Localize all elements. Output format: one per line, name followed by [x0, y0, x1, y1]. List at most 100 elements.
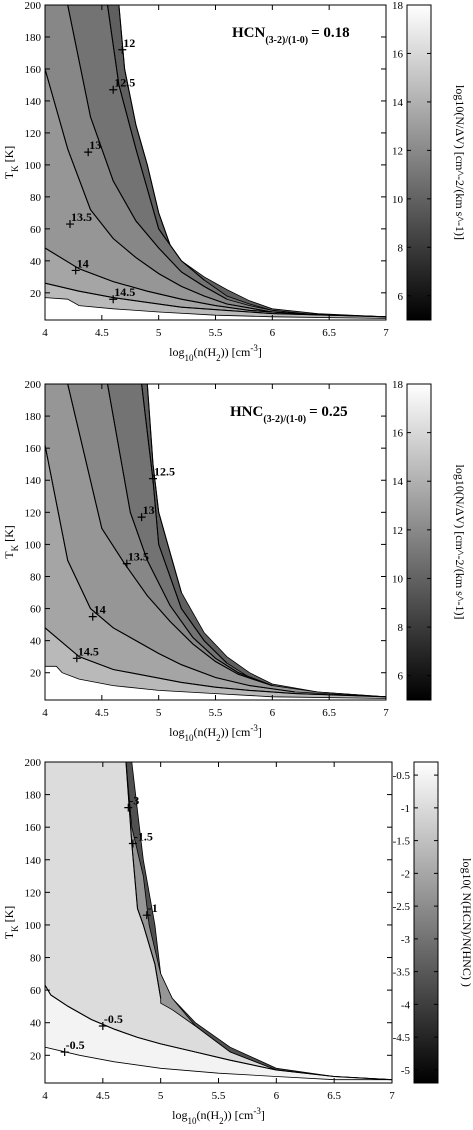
plot-area: 12 12.5 13 13.5 14 14.5 — [45, 5, 386, 320]
colorbar-tick-label: 6 — [398, 671, 404, 683]
contour-line-4 — [45, 68, 273, 313]
contour-label: 13 — [143, 503, 155, 517]
colorbar-tick-label: -2.5 — [393, 901, 411, 913]
colorbar-label: log10(N/ΔV) [cm^-2/(km s^-1)] — [453, 465, 467, 620]
contour-marker — [148, 474, 157, 483]
x-tick-label: 5.5 — [209, 327, 223, 339]
colorbar-tick-label: 14 — [392, 97, 404, 109]
y-tick-label: 40 — [30, 256, 42, 268]
y-tick-label: 40 — [30, 636, 42, 648]
y-tick-label: 160 — [25, 822, 42, 834]
x-tick-label: 5 — [156, 327, 162, 339]
contour-line-6 — [45, 282, 386, 318]
contour-label: -1 — [148, 901, 158, 915]
colorbar-label: log10(N/ΔV) [cm^-2/(km s^-1)] — [453, 85, 467, 240]
colorbar-tick-label: 10 — [392, 573, 404, 585]
x-tick-label: 6.5 — [322, 707, 336, 719]
y-tick-label: 160 — [25, 443, 42, 455]
fill-band-7 — [45, 665, 386, 700]
x-axis-label: log10(n(H2)) [cm-3] — [169, 723, 262, 743]
contour-marker — [109, 85, 118, 94]
contour-marker — [66, 220, 75, 229]
colorbar: 6 8 10 12 14 16 18 log10(N/ΔV) [cm^-2/(km s^-1)… — [392, 0, 467, 321]
y-tick-label: 100 — [25, 920, 42, 932]
contour-marker — [137, 513, 146, 522]
colorbar-tick-label: 12 — [392, 525, 403, 537]
colorbar-tick-label: -1.5 — [393, 836, 411, 848]
contour-marker — [60, 1048, 69, 1057]
colorbar-tick-label: 12 — [392, 145, 403, 157]
x-tick-label: 7 — [383, 327, 389, 339]
contour-line-2 — [45, 984, 392, 1081]
x-tick-label: 6 — [270, 707, 276, 719]
contour-label: 14.5 — [114, 285, 135, 299]
y-axis-label: TK [K] — [2, 146, 20, 180]
colorbar-tick-label: 16 — [392, 48, 404, 60]
x-tick-label: 5 — [158, 1090, 164, 1102]
y-tick-label: 80 — [30, 953, 42, 965]
colorbar-gradient — [406, 4, 432, 321]
colorbar-gradient — [413, 761, 439, 1084]
contour-marker — [88, 612, 97, 621]
y-tick-label: 120 — [25, 507, 42, 519]
colorbar-tick-label: -0.5 — [393, 770, 411, 782]
y-tick-label: 200 — [25, 379, 42, 391]
x-tick-label: 6 — [274, 1090, 280, 1102]
x-tick-label: 5.5 — [209, 707, 223, 719]
ratio-annotation: HCN(3-2)/(1-0) = 0.18 — [232, 25, 350, 46]
plot-area: 12.5 13 13.5 14 14.5 — [45, 384, 386, 700]
contour-marker — [72, 654, 81, 663]
contour-label: 12.5 — [154, 465, 175, 479]
contour-line-3 — [67, 5, 228, 300]
contour-label: 13 — [89, 138, 101, 152]
contour-marker — [109, 295, 118, 304]
contour-line-5 — [45, 444, 296, 693]
x-tick-label: 6.5 — [327, 1090, 341, 1102]
x-tick-label: 4.5 — [96, 1090, 110, 1102]
y-tick-label: 160 — [25, 64, 42, 76]
contour-line-4 — [67, 384, 273, 687]
x-tick-label: 6.5 — [322, 327, 336, 339]
y-tick-label: 180 — [25, 790, 42, 802]
x-tick-label: 7 — [389, 1090, 395, 1102]
contour-line-1 — [125, 762, 162, 999]
y-axis-label: TK [K] — [2, 525, 20, 559]
colorbar-tick-label: 18 — [392, 379, 404, 391]
contour-label: 14.5 — [78, 644, 99, 658]
x-tick-label: 4 — [42, 1090, 48, 1102]
contour-label: -1.5 — [134, 829, 153, 843]
colorbar-tick-label: 16 — [392, 428, 404, 440]
ratio-annotation: HNC(3-2)/(1-0) = 0.25 — [230, 404, 348, 425]
colorbar-tick-label: 10 — [392, 194, 404, 206]
contour-marker — [122, 559, 131, 568]
colorbar-tick-label: -5 — [401, 1065, 411, 1077]
y-tick-label: 60 — [30, 604, 42, 616]
colorbar-tick-label: 18 — [392, 0, 404, 12]
contour-marker — [124, 803, 133, 812]
contour-label: 14 — [77, 256, 89, 270]
contour-label: 12.5 — [114, 76, 135, 90]
contour-label: 13.5 — [128, 550, 149, 564]
x-tick-label: 5.5 — [212, 1090, 226, 1102]
colorbar-tick-label: -1 — [401, 803, 410, 815]
y-tick-label: 40 — [30, 1018, 42, 1030]
x-tick-label: 4 — [42, 327, 48, 339]
contour-line-5 — [45, 247, 386, 318]
contour-label: -3 — [129, 794, 139, 808]
contour-line-1 — [146, 384, 182, 593]
x-axis-label: log10(n(H2)) [cm-3] — [169, 343, 262, 363]
contour-label: 13.5 — [71, 210, 92, 224]
contour-line-2 — [106, 5, 205, 281]
x-tick-label: 6 — [270, 327, 276, 339]
colorbar: -0.5 -1 -1.5 -2 -2.5 -3 -3.5 -4 -4.5 -5 log10( N(H… — [393, 761, 473, 1084]
colorbar-tick-label: -2 — [401, 868, 410, 880]
colorbar: 6 8 10 12 14 16 18 log10(N/ΔV) [cm^-2/(km s^-1)… — [392, 379, 467, 701]
y-tick-label: 120 — [25, 887, 42, 899]
colorbar-tick-label: -4 — [401, 999, 411, 1011]
contour-line-3 — [106, 384, 273, 687]
colorbar-tick-label: -3.5 — [393, 967, 411, 979]
chart-panel-3: -3 -1.5 -1 -0.5 -0.5 4 4.5 5 5.5 6 6.5 7 20 40 60 80 100… — [2, 757, 473, 1126]
x-tick-label: 4.5 — [95, 327, 109, 339]
chart-panel-2: 12.5 13 13.5 14 14.5 4 4.5 5 5.5 6 6.5 7 20 40 60 80 100… — [2, 379, 467, 743]
